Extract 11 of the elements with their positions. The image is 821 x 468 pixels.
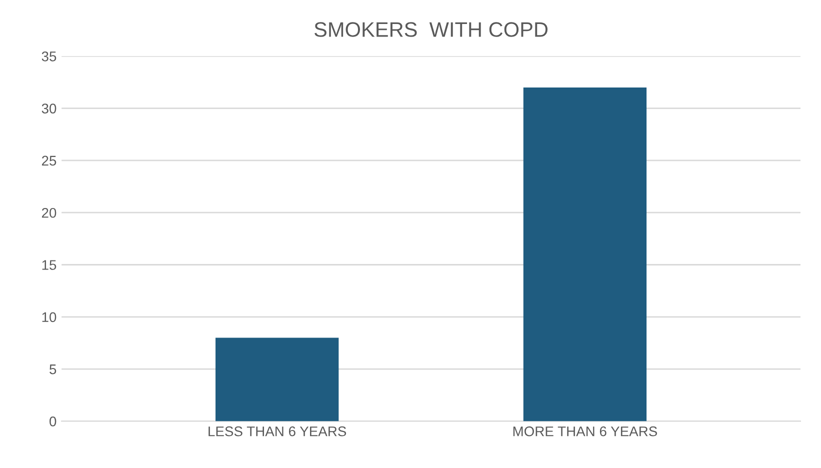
- y-tick-label: 20: [42, 208, 56, 218]
- x-tick-label: LESS THAN 6 YEARS: [208, 426, 346, 436]
- y-tick-label: 15: [42, 260, 56, 270]
- y-tick-label: 30: [42, 104, 56, 114]
- y-tick-label: 0: [50, 416, 56, 426]
- y-tick-label: 5: [50, 364, 56, 374]
- x-tick-label: MORE THAN 6 YEARS: [513, 426, 658, 436]
- chart-title: SMOKERS WITH COPD: [314, 22, 548, 37]
- y-tick-label: 35: [42, 51, 56, 62]
- y-tick-label: 25: [42, 156, 56, 166]
- y-tick-label: 10: [42, 312, 56, 322]
